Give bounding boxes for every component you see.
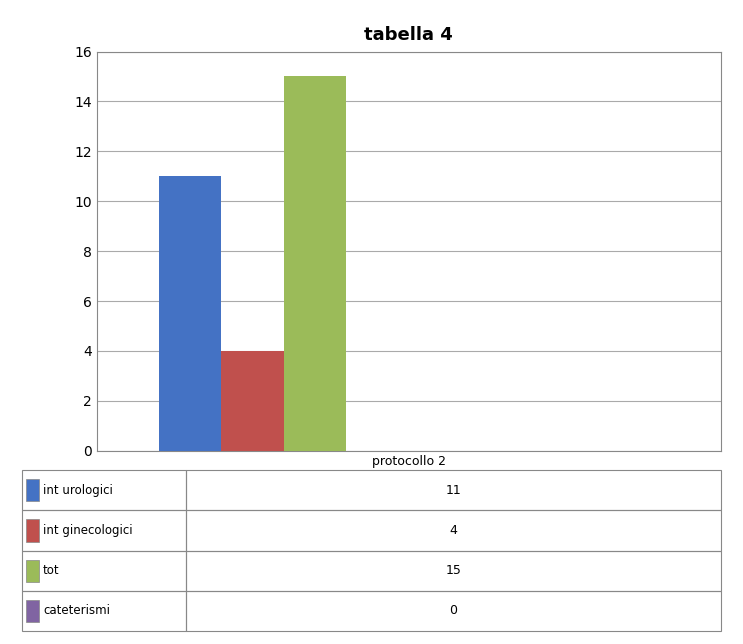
Bar bbox=[159, 176, 221, 451]
Text: 15: 15 bbox=[445, 564, 461, 577]
Text: 4: 4 bbox=[450, 524, 457, 537]
Text: protocollo 2: protocollo 2 bbox=[372, 455, 446, 468]
Text: 11: 11 bbox=[445, 484, 461, 497]
Bar bbox=[221, 351, 284, 451]
Text: tot: tot bbox=[43, 564, 59, 577]
Text: 0: 0 bbox=[450, 605, 457, 618]
Bar bbox=[284, 77, 346, 451]
Text: int ginecologici: int ginecologici bbox=[43, 524, 133, 537]
Text: tabella 4: tabella 4 bbox=[364, 26, 453, 44]
Text: int urologici: int urologici bbox=[43, 484, 113, 497]
Text: cateterismi: cateterismi bbox=[43, 605, 110, 618]
